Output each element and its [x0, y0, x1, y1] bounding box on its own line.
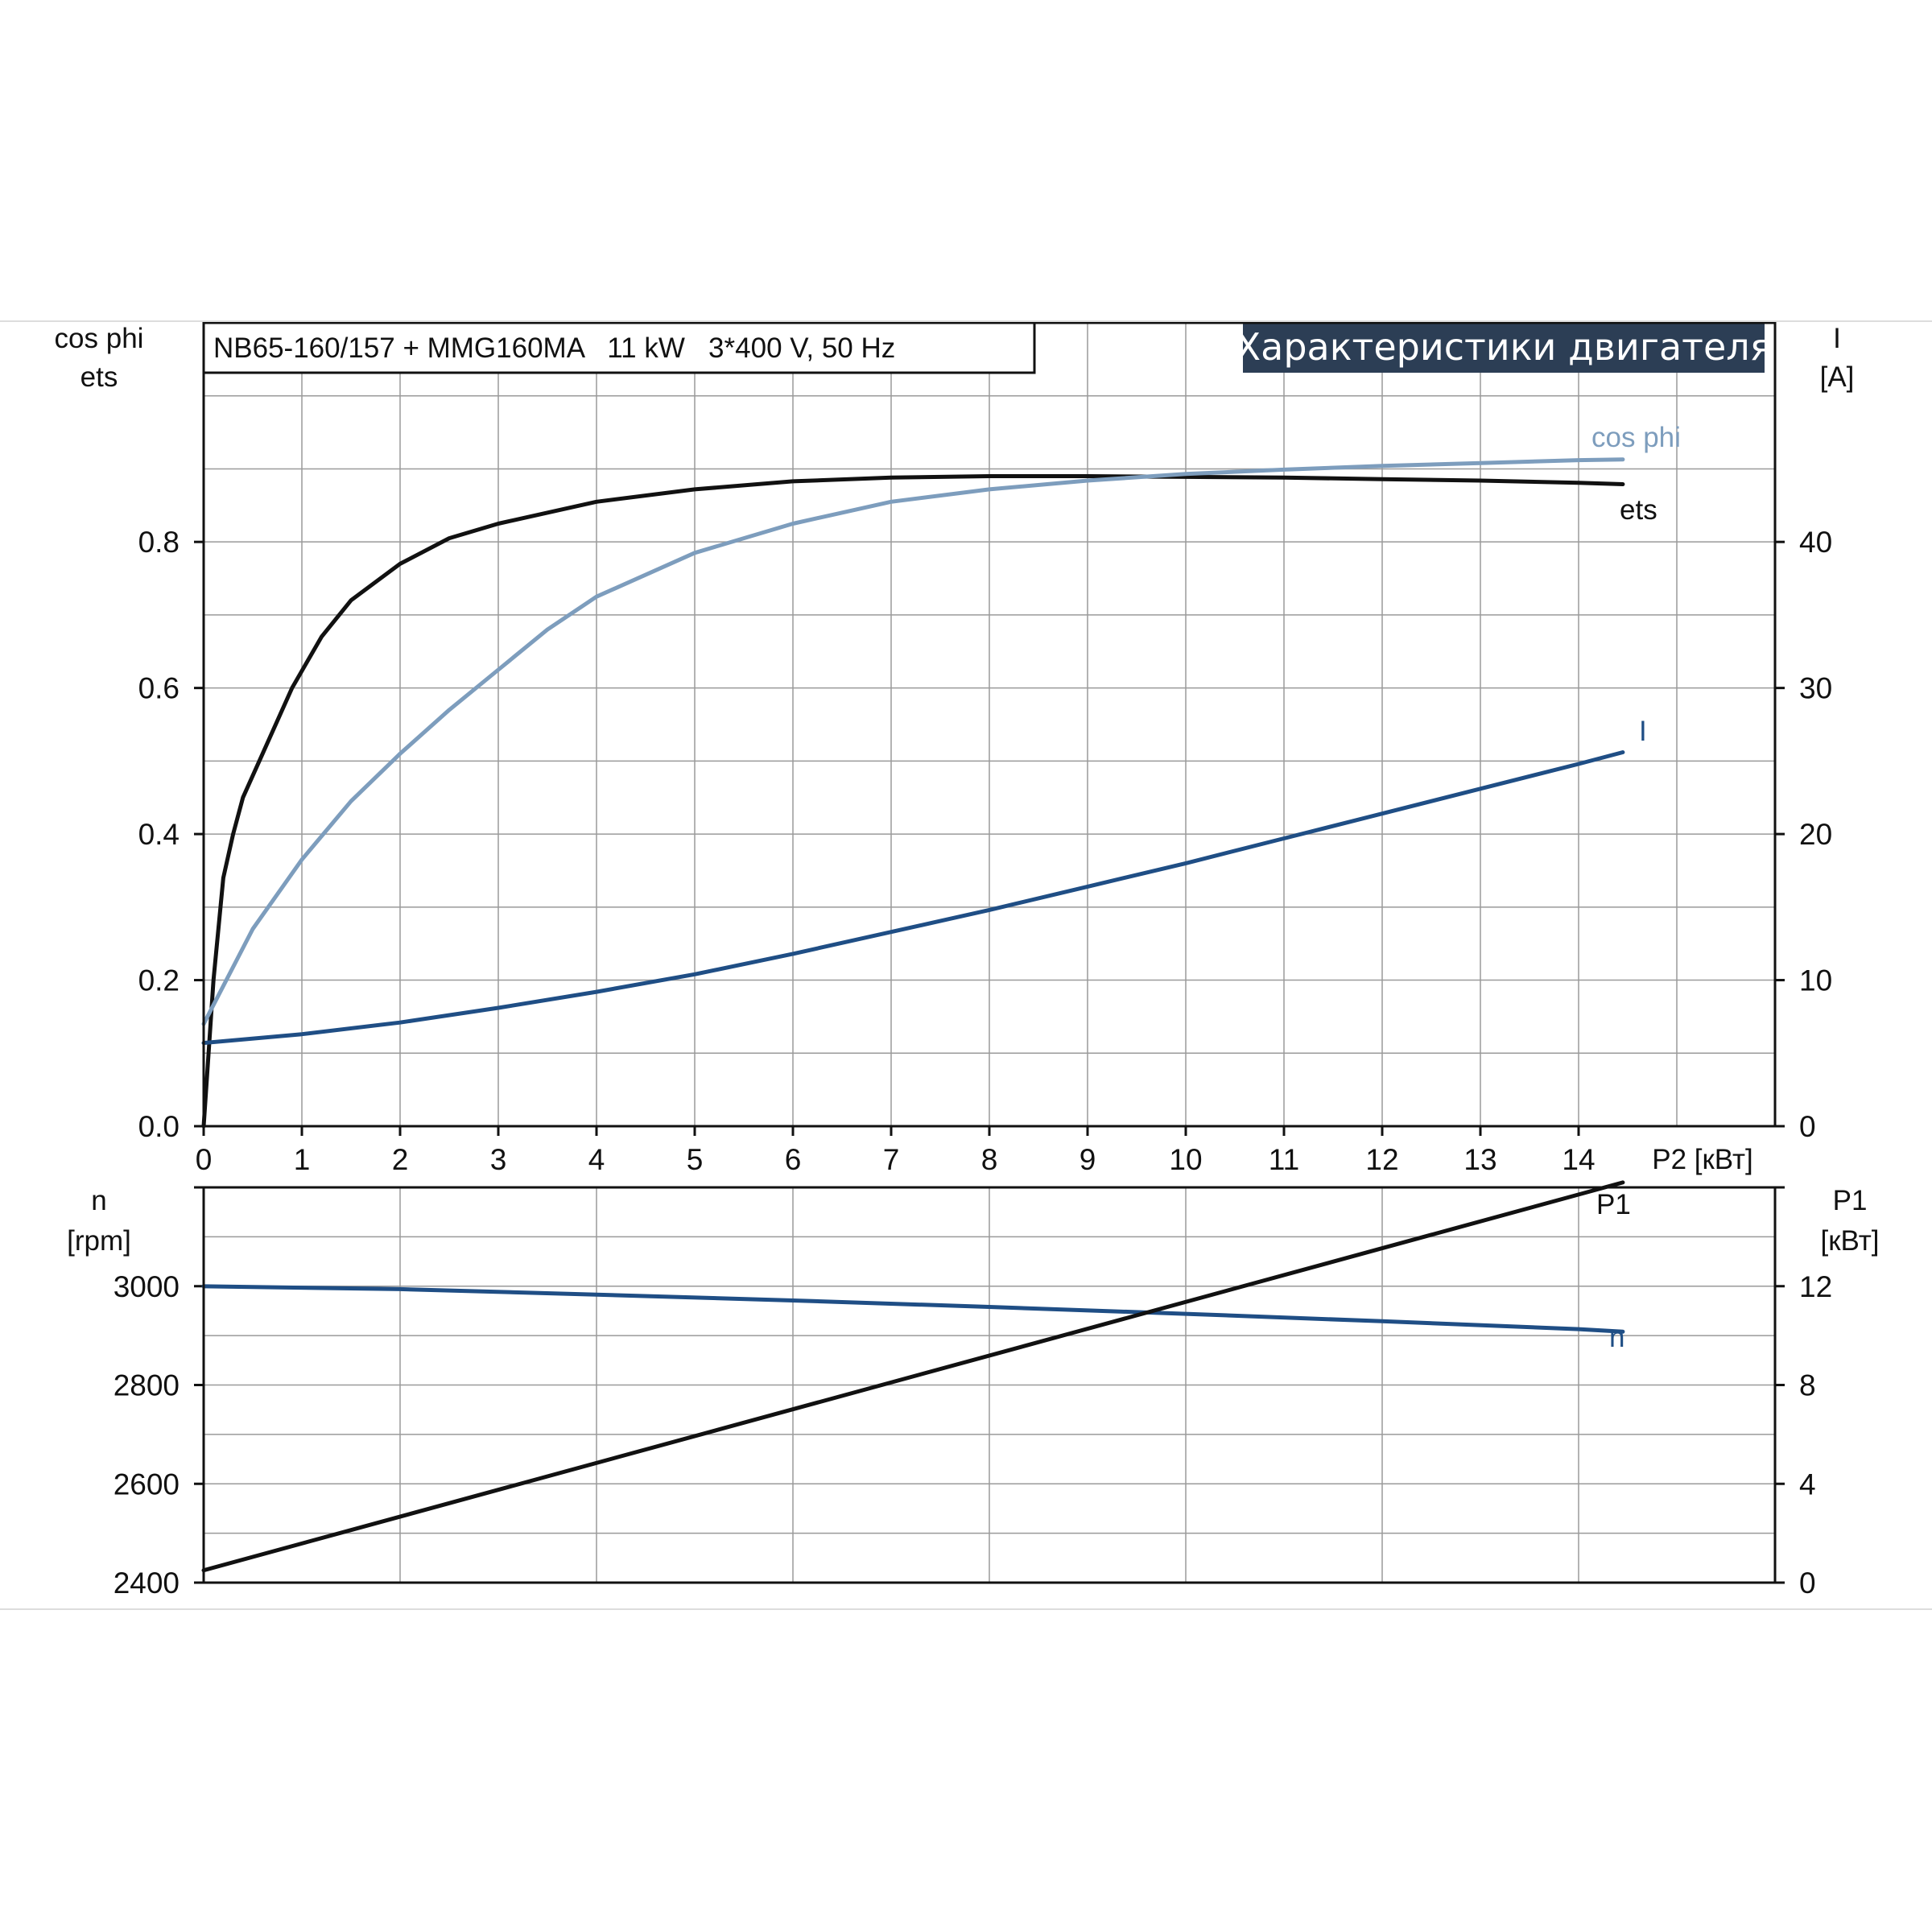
series-label-cos-phi: cos phi — [1591, 422, 1681, 453]
right-axis-label-kw: [кВт] — [1821, 1225, 1880, 1257]
right-axis-label-i: I — [1833, 323, 1841, 354]
series-label-n: n — [1609, 1322, 1624, 1353]
x-tick-label: 12 — [1365, 1143, 1398, 1176]
left-axis-label-ets: ets — [80, 361, 118, 393]
bottom-plot-frame — [202, 1186, 1777, 1584]
bottom-plot-ticks: 2400 2600 2800 3000 0 4 8 12 — [114, 1186, 1832, 1600]
x-axis-label: P2 [кВт] — [1652, 1144, 1753, 1175]
bottom-plot: 2400 2600 2800 3000 0 4 8 12 n [rpm] P1 [кВт] P… — [67, 1180, 1880, 1600]
bottom-plot-curves — [201, 1180, 1625, 1573]
left-y-tick-label: 0.4 — [138, 818, 180, 851]
series-line-p1 — [201, 1180, 1625, 1573]
x-tick-label: 8 — [981, 1143, 998, 1176]
series-line-cos-phi — [201, 457, 1625, 1026]
series-line-i — [201, 750, 1625, 1046]
x-tick-label: 0 — [196, 1143, 213, 1176]
series-line-n — [201, 1284, 1625, 1334]
left-y-tick-label: 0.2 — [138, 964, 180, 997]
series-label-ets: ets — [1620, 494, 1657, 526]
x-tick-label: 13 — [1463, 1143, 1496, 1176]
bottom-right-tick-label: 0 — [1799, 1567, 1816, 1600]
bottom-plot-grid — [204, 1187, 1775, 1583]
bottom-right-tick-label: 12 — [1799, 1270, 1832, 1303]
right-y-tick-label: 0 — [1799, 1110, 1816, 1143]
top-plot-ticks: 0 1 2 3 4 5 6 7 8 9 10 11 12 13 140.00.20.40.60.801020… — [138, 526, 1833, 1176]
right-y-tick-label: 10 — [1799, 964, 1832, 997]
left-y-tick-label: 0.0 — [138, 1110, 180, 1143]
x-tick-label: 7 — [883, 1143, 900, 1176]
left-axis-label-cos-phi: cos phi — [55, 323, 144, 354]
right-y-tick-label: 30 — [1799, 672, 1832, 705]
x-tick-label: 3 — [490, 1143, 507, 1176]
x-tick-label: 9 — [1080, 1143, 1096, 1176]
bottom-left-tick-label: 2600 — [114, 1468, 180, 1501]
right-y-tick-label: 40 — [1799, 526, 1832, 559]
x-tick-label: 6 — [785, 1143, 802, 1176]
x-tick-label: 2 — [392, 1143, 409, 1176]
left-axis-label-rpm: [rpm] — [67, 1225, 131, 1257]
x-tick-label: 10 — [1169, 1143, 1202, 1176]
chart-subtitle: NB65-160/157 + MMG160MA 11 kW 3*400 V, 5… — [213, 332, 895, 364]
chart-title: Характеристики двигателя — [1236, 325, 1773, 369]
top-plot-grid — [204, 323, 1775, 1126]
bottom-right-tick-label: 4 — [1799, 1468, 1816, 1501]
left-y-tick-label: 0.8 — [138, 526, 180, 559]
right-axis-label-amps: [A] — [1820, 361, 1855, 393]
x-tick-label: 1 — [294, 1143, 311, 1176]
top-plot-curves — [201, 457, 1625, 1129]
top-plot: NB65-160/157 + MMG160MA 11 kW 3*400 V, 5… — [55, 321, 1855, 1176]
x-tick-label: 5 — [687, 1143, 704, 1176]
series-label-p1: P1 — [1596, 1189, 1631, 1220]
top-plot-frame — [202, 321, 1777, 1128]
x-tick-label: 11 — [1269, 1143, 1299, 1176]
bottom-left-tick-label: 2400 — [114, 1567, 180, 1600]
bottom-left-tick-label: 3000 — [114, 1270, 180, 1303]
right-axis-label-p1: P1 — [1833, 1185, 1868, 1216]
left-axis-label-n: n — [91, 1185, 106, 1216]
title-box — [1243, 323, 1765, 373]
series-line-ets — [201, 474, 1625, 1129]
left-y-tick-label: 0.6 — [138, 672, 180, 705]
x-tick-label: 14 — [1562, 1143, 1595, 1176]
bottom-left-tick-label: 2800 — [114, 1369, 180, 1402]
series-label-i: I — [1639, 716, 1647, 747]
x-tick-label: 4 — [588, 1143, 605, 1176]
right-y-tick-label: 20 — [1799, 818, 1832, 851]
bottom-right-tick-label: 8 — [1799, 1369, 1816, 1402]
